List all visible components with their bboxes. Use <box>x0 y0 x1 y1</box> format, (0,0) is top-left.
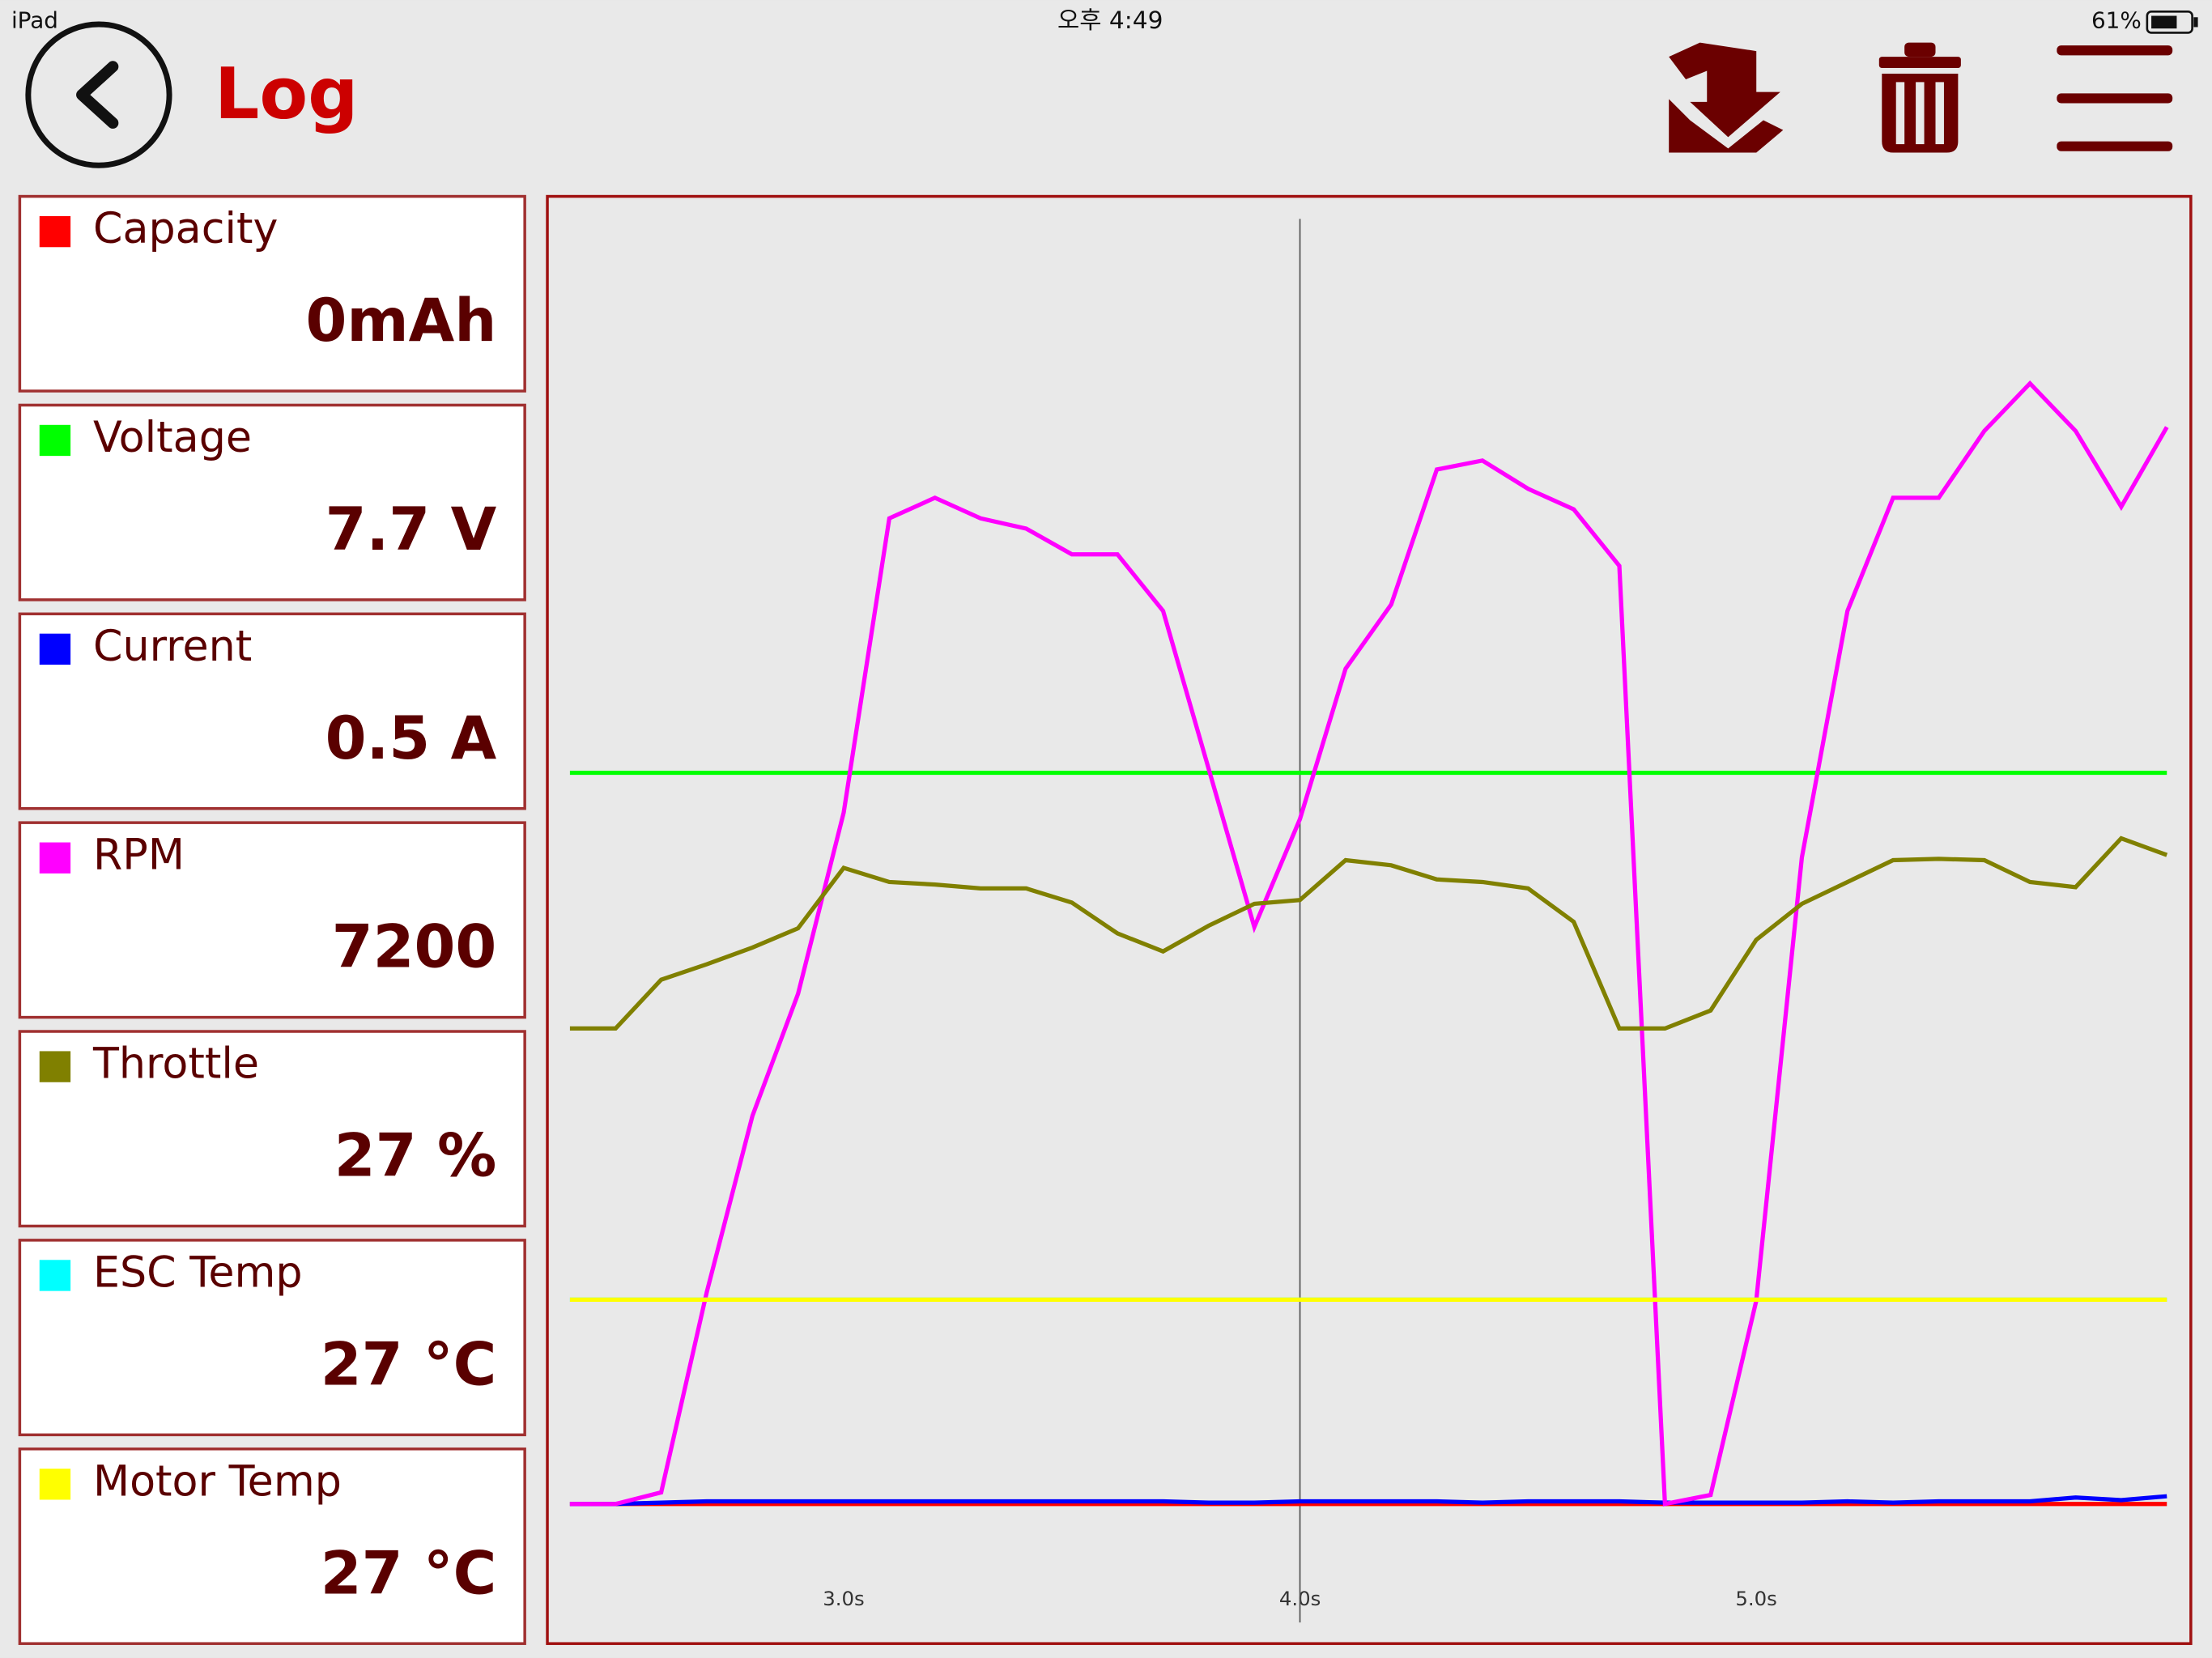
card-box <box>18 1030 526 1228</box>
x-tick-label: 5.0s <box>1735 1587 1776 1610</box>
card-box <box>18 194 526 393</box>
battery-icon <box>2146 11 2198 34</box>
readout-card: Motor Temp 27 °C <box>18 1448 526 1645</box>
status-device: iPad <box>11 7 58 34</box>
menu-button[interactable] <box>2057 45 2173 151</box>
legend-label: Throttle <box>92 1039 259 1089</box>
card-box <box>18 1239 526 1437</box>
legend-swatch <box>39 1051 71 1082</box>
download-button[interactable] <box>1669 42 1784 153</box>
readout-card: RPM 7200 <box>18 821 526 1019</box>
back-button[interactable] <box>25 21 172 168</box>
readout-card: ESC Temp 27 °C <box>18 1239 526 1437</box>
legend-label: Motor Temp <box>93 1456 342 1506</box>
legend-swatch <box>39 842 71 874</box>
legend-label: RPM <box>93 831 185 880</box>
chart-frame <box>546 194 2193 1645</box>
readout-card: Voltage 7.7 V <box>18 403 526 602</box>
readout-value: 7200 <box>332 913 497 982</box>
legend-label: Current <box>93 622 252 671</box>
card-box <box>18 821 526 1019</box>
series-line <box>569 835 2168 1031</box>
readout-panel: Capacity 0mAh Voltage 7.7 V Current 0.5 A RPM 7… <box>18 194 526 1645</box>
readout-value: 27 °C <box>321 1539 497 1608</box>
legend-label: Capacity <box>93 204 278 253</box>
readout-value: 27 °C <box>321 1330 497 1399</box>
delete-button[interactable] <box>1878 42 1961 153</box>
series-line <box>569 1494 2167 1507</box>
legend-label: Voltage <box>93 413 252 462</box>
legend-swatch <box>39 424 71 457</box>
card-box <box>18 612 526 810</box>
legend-swatch <box>39 1469 71 1500</box>
series-line <box>569 380 2169 1507</box>
card-box <box>18 403 526 602</box>
readout-card: Throttle 27 % <box>18 1030 526 1228</box>
readout-card: Capacity 0mAh <box>18 194 526 393</box>
page-title: Log <box>215 53 359 135</box>
legend-swatch <box>39 633 71 665</box>
readout-value: 0.5 A <box>325 704 497 773</box>
plot: 3.0s 4.0s 5.0s <box>569 219 2169 1623</box>
status-time: 오후 4:49 <box>1057 6 1163 34</box>
readout-value: 7.7 V <box>325 495 497 564</box>
legend-label: ESC Temp <box>93 1248 303 1297</box>
x-tick-label: 3.0s <box>823 1587 864 1610</box>
readout-value: 27 % <box>334 1122 497 1191</box>
readout-card: Current 0.5 A <box>18 612 526 810</box>
legend-swatch <box>39 215 71 248</box>
readout-value: 0mAh <box>305 287 496 355</box>
legend-swatch <box>39 1260 71 1291</box>
status-battery: 61% <box>2091 7 2142 34</box>
card-box <box>18 1448 526 1645</box>
